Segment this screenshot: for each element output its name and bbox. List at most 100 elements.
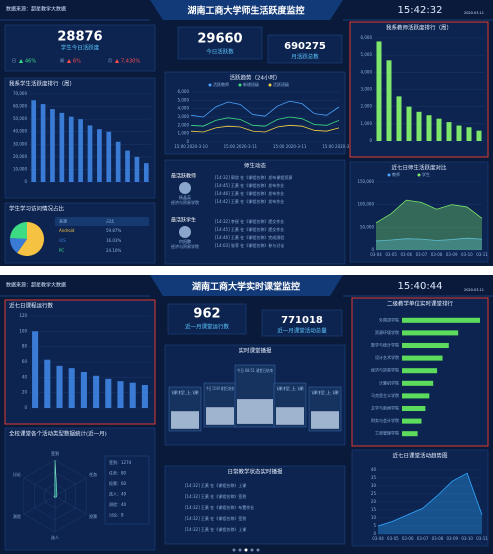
bar [402, 418, 422, 424]
y-tick-label: 1,000 [361, 121, 373, 126]
line [377, 472, 483, 527]
page-dot[interactable] [250, 548, 254, 552]
stat-value: 29660 [197, 32, 242, 47]
stat-label: 月活跃总数 [291, 53, 319, 61]
card-image [206, 407, 234, 425]
legend-label: 活跃班级 [273, 81, 289, 87]
area [378, 473, 482, 534]
area [376, 238, 482, 250]
x-tick-label: 03-11 [476, 536, 488, 541]
y-tick-label: 0 [24, 405, 27, 410]
x-tick-label: 03-10 [461, 536, 473, 541]
y-tick-label: 0 [371, 247, 374, 252]
y-tick-label: 2,000 [178, 122, 190, 127]
list-item: [14:32] 王黄 在《课程名称》签到 [185, 515, 246, 521]
feed-name: 杨晶英 [179, 194, 191, 200]
table-cell: iOS [59, 238, 66, 243]
page-dot[interactable] [238, 548, 242, 552]
stat-box [104, 455, 150, 525]
bar [68, 368, 75, 408]
bar [426, 115, 432, 141]
list-item: [14:03] 张菲 在《课程名称》参与讨论 [215, 242, 284, 248]
table-cell: PC [59, 248, 64, 253]
y-tick-label: 5,000 [178, 97, 190, 102]
bar [87, 125, 93, 182]
page-dot[interactable] [256, 548, 260, 552]
dashboard-title: 湖南工商大学师生活跃度监控 [187, 5, 304, 17]
y-tick-label: 25 [371, 491, 377, 496]
y-tick-label: 100,000 [357, 202, 374, 207]
card-text: 今日 08:51 课堂已结束 [237, 367, 273, 373]
panel-title: 近七日师生活跃度对比 [391, 164, 447, 172]
bar [56, 365, 63, 408]
bar [402, 355, 443, 361]
y-tick-label: 35 [371, 475, 377, 480]
bar [386, 60, 392, 141]
card-image [276, 407, 304, 425]
y-tick-label: 5,000 [361, 52, 373, 57]
stat-line: 讨论：8 [109, 512, 124, 518]
table-header-cell: 来源 [59, 218, 67, 224]
bar [402, 380, 434, 386]
page-dot[interactable] [244, 548, 248, 552]
table-cell: 59.87% [106, 228, 121, 233]
trend-arrow [19, 59, 23, 63]
y-tick-label: 3,000 [178, 114, 190, 119]
line [190, 124, 340, 133]
trend-value: 7,430% [121, 59, 140, 65]
radar-label: 测验 [13, 513, 21, 519]
bar [406, 106, 412, 141]
x-tick-label: 03-09 [446, 252, 458, 257]
radar-label: 任务 [89, 471, 97, 477]
area [376, 200, 482, 250]
page-dot[interactable] [232, 548, 236, 552]
bar [456, 125, 462, 141]
data-source: 数据来源：超星教学大数据 [6, 6, 66, 13]
y-tick-label: 0 [186, 139, 189, 144]
pie-slice [9, 238, 27, 253]
bar [143, 163, 149, 182]
list-item: [14:32] 郭欣 在《课程名称》发布课程资源 [215, 174, 292, 180]
legend-swatch [387, 173, 391, 177]
y-tick-label: 60,000 [13, 104, 27, 109]
stat-value: 690275 [284, 41, 326, 52]
bar [141, 385, 148, 408]
category-label: 马克思主义学院 [371, 392, 399, 398]
stat-value: 771018 [281, 315, 323, 326]
y-tick-label: 100 [19, 328, 27, 333]
radar-axis [23, 495, 56, 515]
radar-label: 签到 [51, 450, 59, 456]
category-label: 财务与会计学院 [371, 417, 399, 423]
trend-label: 日 [12, 58, 16, 63]
x-tick-label: 15:00 2020-3-11 [224, 144, 258, 149]
bar [466, 127, 472, 141]
bar [402, 330, 459, 336]
bar [80, 371, 87, 408]
card-image [311, 411, 339, 429]
stat-label: 学生今日活跃度 [61, 44, 100, 52]
card-text: 课程上课 [311, 389, 339, 395]
legend-swatch [417, 173, 421, 177]
bar [396, 96, 402, 141]
radar-label: 讨论 [13, 471, 21, 477]
panel-title: 师生动态 [244, 162, 267, 170]
bar [40, 104, 46, 182]
y-tick-label: 150,000 [357, 179, 374, 184]
feed-heading: 最活跃教师 [171, 173, 196, 180]
card-text: 今日 15:09 课堂已结束 [206, 385, 234, 391]
y-tick-label: 80 [22, 344, 28, 349]
bar [117, 381, 124, 408]
bar [134, 156, 140, 182]
y-tick-label: 0 [373, 531, 376, 536]
category-label: 经济与贸易学院 [371, 367, 399, 373]
pie-slice [17, 222, 45, 256]
pagination [232, 548, 260, 552]
bar [129, 382, 136, 408]
stat-line: 签到：1274 [109, 459, 132, 465]
list-item: [14:46] 王黄 在《课程名称》发布作业 [215, 190, 284, 196]
trend-label: 月 [108, 58, 112, 63]
bar [402, 317, 480, 323]
feed-role: 经济与贸易学院 [171, 243, 199, 249]
radar-label: 投票 [89, 513, 97, 519]
y-tick-label: 60 [22, 359, 28, 364]
